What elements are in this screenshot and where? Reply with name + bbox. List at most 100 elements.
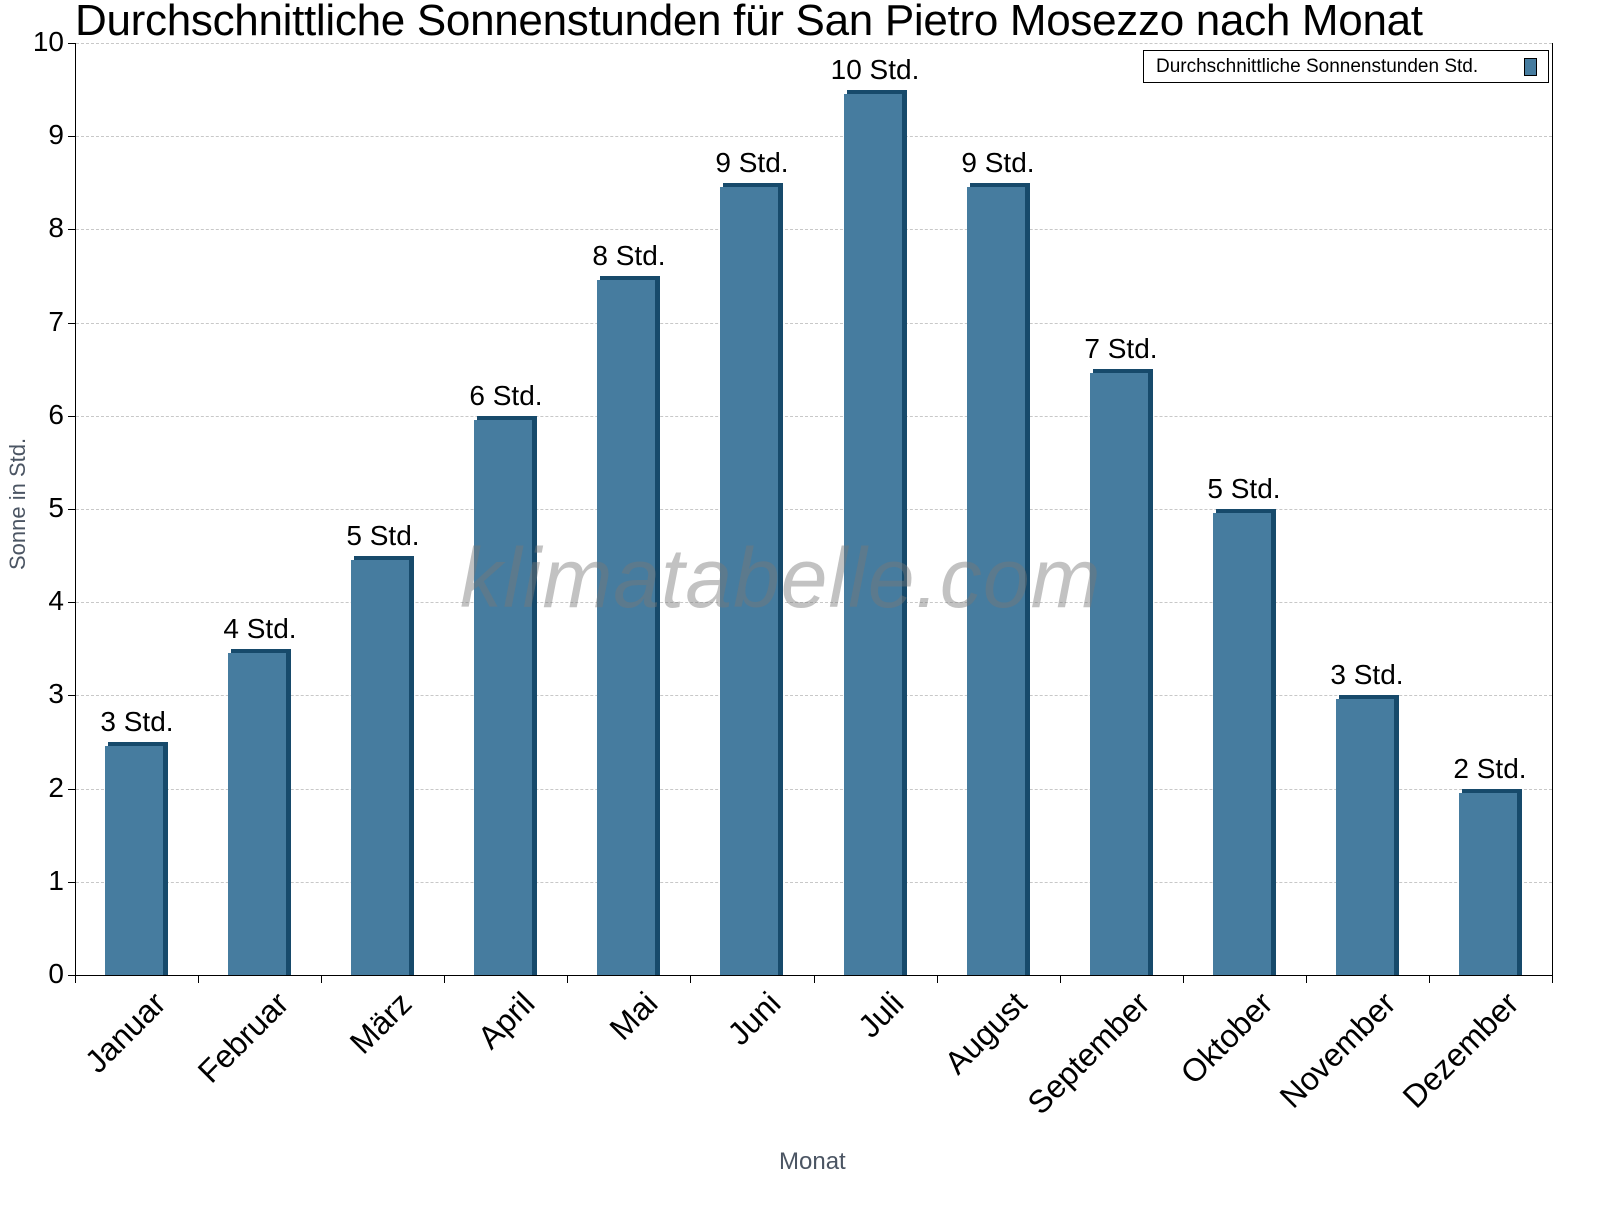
data-label: 5 Std. bbox=[346, 520, 420, 551]
x-tick bbox=[198, 975, 199, 983]
gridline bbox=[76, 789, 1552, 790]
data-label: 4 Std. bbox=[223, 613, 297, 644]
y-tick-label: 8 bbox=[48, 212, 64, 243]
y-tick-label: 6 bbox=[48, 399, 64, 430]
bar-top-shade bbox=[970, 183, 1028, 187]
bar-top-shade bbox=[847, 90, 905, 94]
data-label: 10 Std. bbox=[830, 54, 920, 85]
bar-juli bbox=[844, 94, 902, 975]
bar-side-shade bbox=[902, 90, 907, 975]
x-tick-label: September bbox=[1020, 985, 1157, 1122]
x-tick bbox=[1060, 975, 1061, 983]
x-tick-label: März bbox=[342, 985, 419, 1061]
bar-top-shade bbox=[1093, 369, 1151, 373]
y-tick bbox=[68, 602, 75, 603]
x-tick bbox=[444, 975, 445, 983]
bar-side-shade bbox=[778, 183, 783, 975]
x-tick-label: Februar bbox=[190, 985, 296, 1090]
bar-top-shade bbox=[600, 276, 658, 280]
bar-top-shade bbox=[231, 649, 289, 653]
y-axis-title: Sonne in Std. bbox=[5, 437, 30, 570]
bar-side-shade bbox=[1517, 789, 1522, 975]
bar-november bbox=[1336, 699, 1394, 975]
bar-top-shade bbox=[108, 742, 166, 746]
gridline bbox=[76, 229, 1552, 230]
bar-top-shade bbox=[354, 556, 412, 560]
bar-side-shade bbox=[1394, 695, 1399, 975]
y-tick-label: 0 bbox=[48, 958, 64, 989]
x-tick bbox=[937, 975, 938, 983]
x-tick bbox=[567, 975, 568, 983]
y-tick-label: 2 bbox=[48, 772, 64, 803]
x-tick-label: Juni bbox=[720, 985, 788, 1052]
x-tick-label: April bbox=[470, 985, 542, 1056]
gridline bbox=[76, 43, 1552, 44]
bar-top-shade bbox=[1339, 695, 1397, 699]
y-tick bbox=[68, 695, 75, 696]
gridline bbox=[76, 416, 1552, 417]
right-border-line bbox=[1552, 43, 1553, 976]
x-tick-label: Dezember bbox=[1395, 985, 1526, 1115]
bar-top-shade bbox=[1462, 789, 1520, 793]
bar-side-shade bbox=[1025, 183, 1030, 975]
bar-side-shade bbox=[532, 416, 537, 975]
y-tick bbox=[68, 136, 75, 137]
bar-april bbox=[474, 420, 532, 975]
x-tick bbox=[1429, 975, 1430, 983]
y-tick-label: 10 bbox=[32, 26, 64, 57]
bar-januar bbox=[105, 746, 163, 975]
data-label: 9 Std. bbox=[715, 147, 789, 178]
data-label: 8 Std. bbox=[592, 240, 666, 271]
y-tick-label: 4 bbox=[48, 585, 64, 616]
y-tick-label: 1 bbox=[48, 865, 64, 896]
x-tick bbox=[690, 975, 691, 983]
y-tick bbox=[68, 43, 75, 44]
data-label: 3 Std. bbox=[1330, 659, 1404, 690]
bar-juni bbox=[720, 187, 778, 975]
x-axis-title: Monat bbox=[779, 1148, 846, 1175]
data-label: 7 Std. bbox=[1084, 333, 1158, 364]
y-tick bbox=[68, 416, 75, 417]
gridline bbox=[76, 323, 1552, 324]
gridline bbox=[76, 602, 1552, 603]
y-tick bbox=[68, 882, 75, 883]
bar-märz bbox=[351, 560, 409, 975]
bar-oktober bbox=[1213, 513, 1271, 975]
bar-side-shade bbox=[1148, 369, 1153, 975]
y-tick bbox=[68, 789, 75, 790]
y-tick-label: 7 bbox=[48, 306, 64, 337]
bar-august bbox=[967, 187, 1025, 975]
data-label: 2 Std. bbox=[1453, 753, 1527, 784]
gridline bbox=[76, 695, 1552, 696]
bar-side-shade bbox=[1271, 509, 1276, 975]
legend: Durchschnittliche Sonnenstunden Std. bbox=[1143, 50, 1549, 83]
bar-top-shade bbox=[477, 416, 535, 420]
bar-top-shade bbox=[1216, 509, 1274, 513]
legend-label: Durchschnittliche Sonnenstunden Std. bbox=[1156, 56, 1479, 77]
y-tick bbox=[68, 975, 75, 976]
bar-side-shade bbox=[163, 742, 168, 975]
y-axis-line bbox=[75, 43, 76, 976]
bar-dezember bbox=[1459, 793, 1517, 975]
data-label: 6 Std. bbox=[469, 380, 543, 411]
bar-side-shade bbox=[409, 556, 414, 975]
bar-mai bbox=[597, 280, 655, 975]
x-tick-label: November bbox=[1272, 985, 1403, 1115]
x-tick bbox=[321, 975, 322, 983]
bar-side-shade bbox=[286, 649, 291, 975]
watermark: klimatabelle.com bbox=[460, 531, 1102, 625]
y-tick-label: 5 bbox=[48, 492, 64, 523]
data-label: 9 Std. bbox=[961, 147, 1035, 178]
gridline bbox=[76, 882, 1552, 883]
bar-side-shade bbox=[655, 276, 660, 975]
x-tick-label: August bbox=[937, 985, 1034, 1081]
x-tick-label: Juli bbox=[851, 985, 911, 1045]
x-tick bbox=[75, 975, 76, 983]
x-tick bbox=[814, 975, 815, 983]
x-tick bbox=[1552, 975, 1553, 983]
data-label: 5 Std. bbox=[1207, 473, 1281, 504]
x-tick-label: Oktober bbox=[1173, 985, 1280, 1091]
bar-september bbox=[1090, 373, 1148, 975]
x-tick-label: Mai bbox=[602, 985, 665, 1047]
y-tick bbox=[68, 509, 75, 510]
